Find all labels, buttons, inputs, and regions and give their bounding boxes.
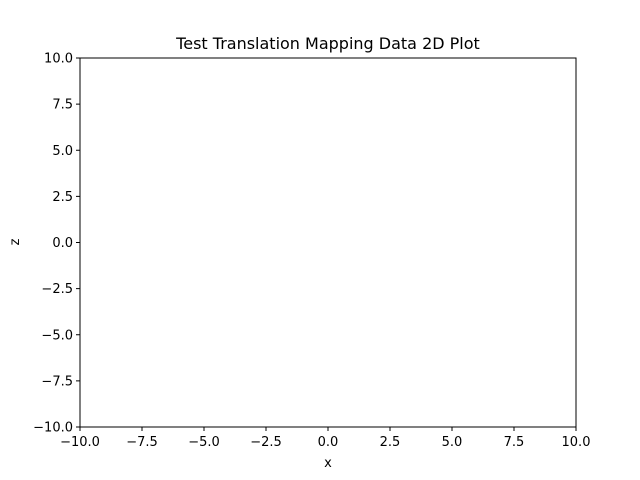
y-tick-label: 0.0 [52, 236, 73, 251]
x-tick-label: −2.5 [250, 435, 282, 450]
y-tick-label: −10.0 [33, 421, 73, 436]
plot-area [79, 57, 577, 428]
x-tick-label: −10.0 [60, 435, 100, 450]
x-axis: −10.0 −7.5 −5.0 −2.5 0.0 2.5 5.0 7.5 10.0 [60, 427, 590, 450]
x-tick-label: 7.5 [504, 435, 525, 450]
y-tick-label: −2.5 [41, 282, 73, 297]
y-tick-label: 2.5 [52, 190, 73, 205]
x-tick-label: −7.5 [126, 435, 158, 450]
x-tick-label: 0.0 [318, 435, 339, 450]
y-axis: −10.0 −7.5 −5.0 −2.5 0.0 2.5 5.0 7.5 10.0 [33, 52, 80, 436]
y-tick-label: −7.5 [41, 374, 73, 389]
x-tick-label: −5.0 [188, 435, 220, 450]
y-tick-label: 10.0 [44, 52, 73, 67]
y-axis-label: z [8, 238, 23, 245]
y-tick-label: 7.5 [52, 98, 73, 113]
y-tick-label: −5.0 [41, 328, 73, 343]
x-tick-label: 5.0 [442, 435, 463, 450]
x-tick-label: 10.0 [562, 435, 591, 450]
chart-title: Test Translation Mapping Data 2D Plot [175, 34, 480, 53]
x-tick-label: 2.5 [380, 435, 401, 450]
x-axis-label: x [324, 456, 332, 471]
y-tick-label: 5.0 [52, 144, 73, 159]
